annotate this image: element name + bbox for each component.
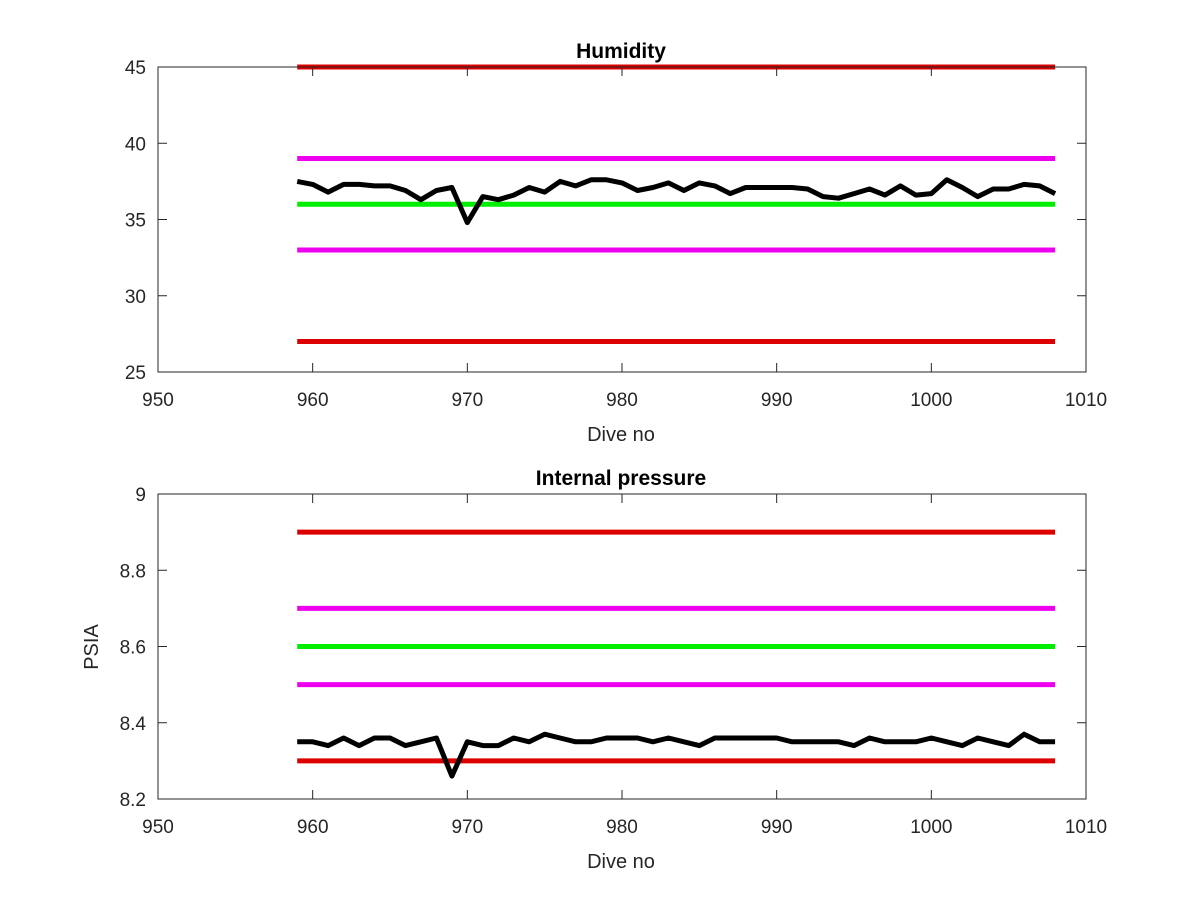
humidity-x-tick-label: 970 [451,390,483,411]
pressure-title: Internal pressure [536,467,706,490]
pressure-y-tick-label: 8.8 [120,561,146,582]
pressure-x-axis-label: Dive no [587,851,655,873]
humidity-title: Humidity [576,40,666,63]
pressure-x-tick-label: 970 [451,817,483,838]
internal-pressure-panel: Internal pressure Dive no PSIA 950 960 970… [81,467,1107,873]
pressure-y-tick-label: 8.2 [120,790,146,811]
pressure-y-tick-label: 8.6 [120,638,146,659]
pressure-x-tick-label: 990 [761,817,793,838]
pressure-x-tick-label: 950 [142,817,174,838]
humidity-x-tick-label: 960 [297,390,329,411]
humidity-measurement-line-5 [296,177,1057,226]
pressure-x-tick-label: 980 [606,817,638,838]
humidity-panel: Humidity Dive no 950 960 970 980 990 1000 1010… [125,40,1107,446]
humidity-x-tick-label: 1010 [1065,390,1107,411]
humidity-y-tick-label: 40 [125,134,146,155]
pressure-x-tick-label: 1000 [910,817,952,838]
pressure-x-tick-label: 1010 [1065,817,1107,838]
humidity-x-tick-label: 950 [142,390,174,411]
humidity-x-tick-label: 1000 [910,390,952,411]
humidity-y-tick-label: 45 [125,58,146,79]
pressure-measurement-line-5 [297,731,1056,779]
humidity-y-tick-label: 35 [125,211,146,232]
pressure-x-tick-label: 960 [297,817,329,838]
humidity-x-tick-label: 990 [761,390,793,411]
humidity-x-axis-label: Dive no [587,424,655,446]
humidity-axes-box [157,66,1087,373]
pressure-y-tick-label: 8.4 [120,714,147,735]
humidity-y-tick-label: 25 [125,363,146,384]
pressure-y-tick-label: 9 [135,485,146,506]
humidity-y-tick-label: 30 [125,287,146,308]
humidity-x-tick-label: 980 [606,390,638,411]
pressure-y-axis-label: PSIA [81,624,103,670]
